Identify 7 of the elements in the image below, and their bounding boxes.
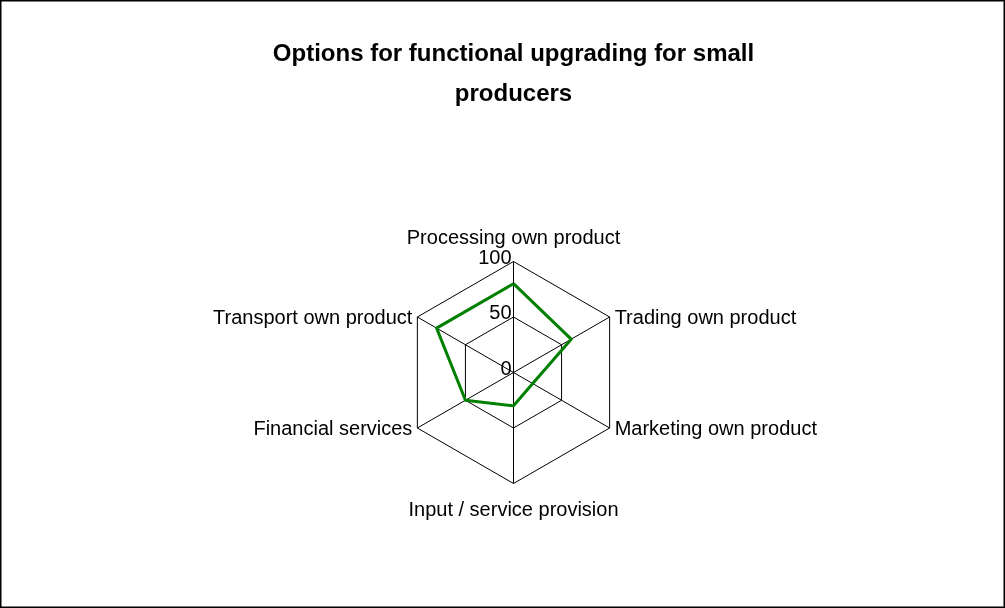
- spoke-label: Input / service provision: [408, 497, 619, 520]
- chart-title: Options for functional upgrading for small producers: [272, 39, 755, 106]
- y-tick-label: 50: [489, 301, 512, 323]
- spoke-label: Financial services: [253, 417, 413, 439]
- spoke-label: Marketing own product: [614, 417, 818, 439]
- spoke-label: Trading own product: [614, 306, 797, 328]
- spoke-label: Transport own product: [213, 306, 413, 328]
